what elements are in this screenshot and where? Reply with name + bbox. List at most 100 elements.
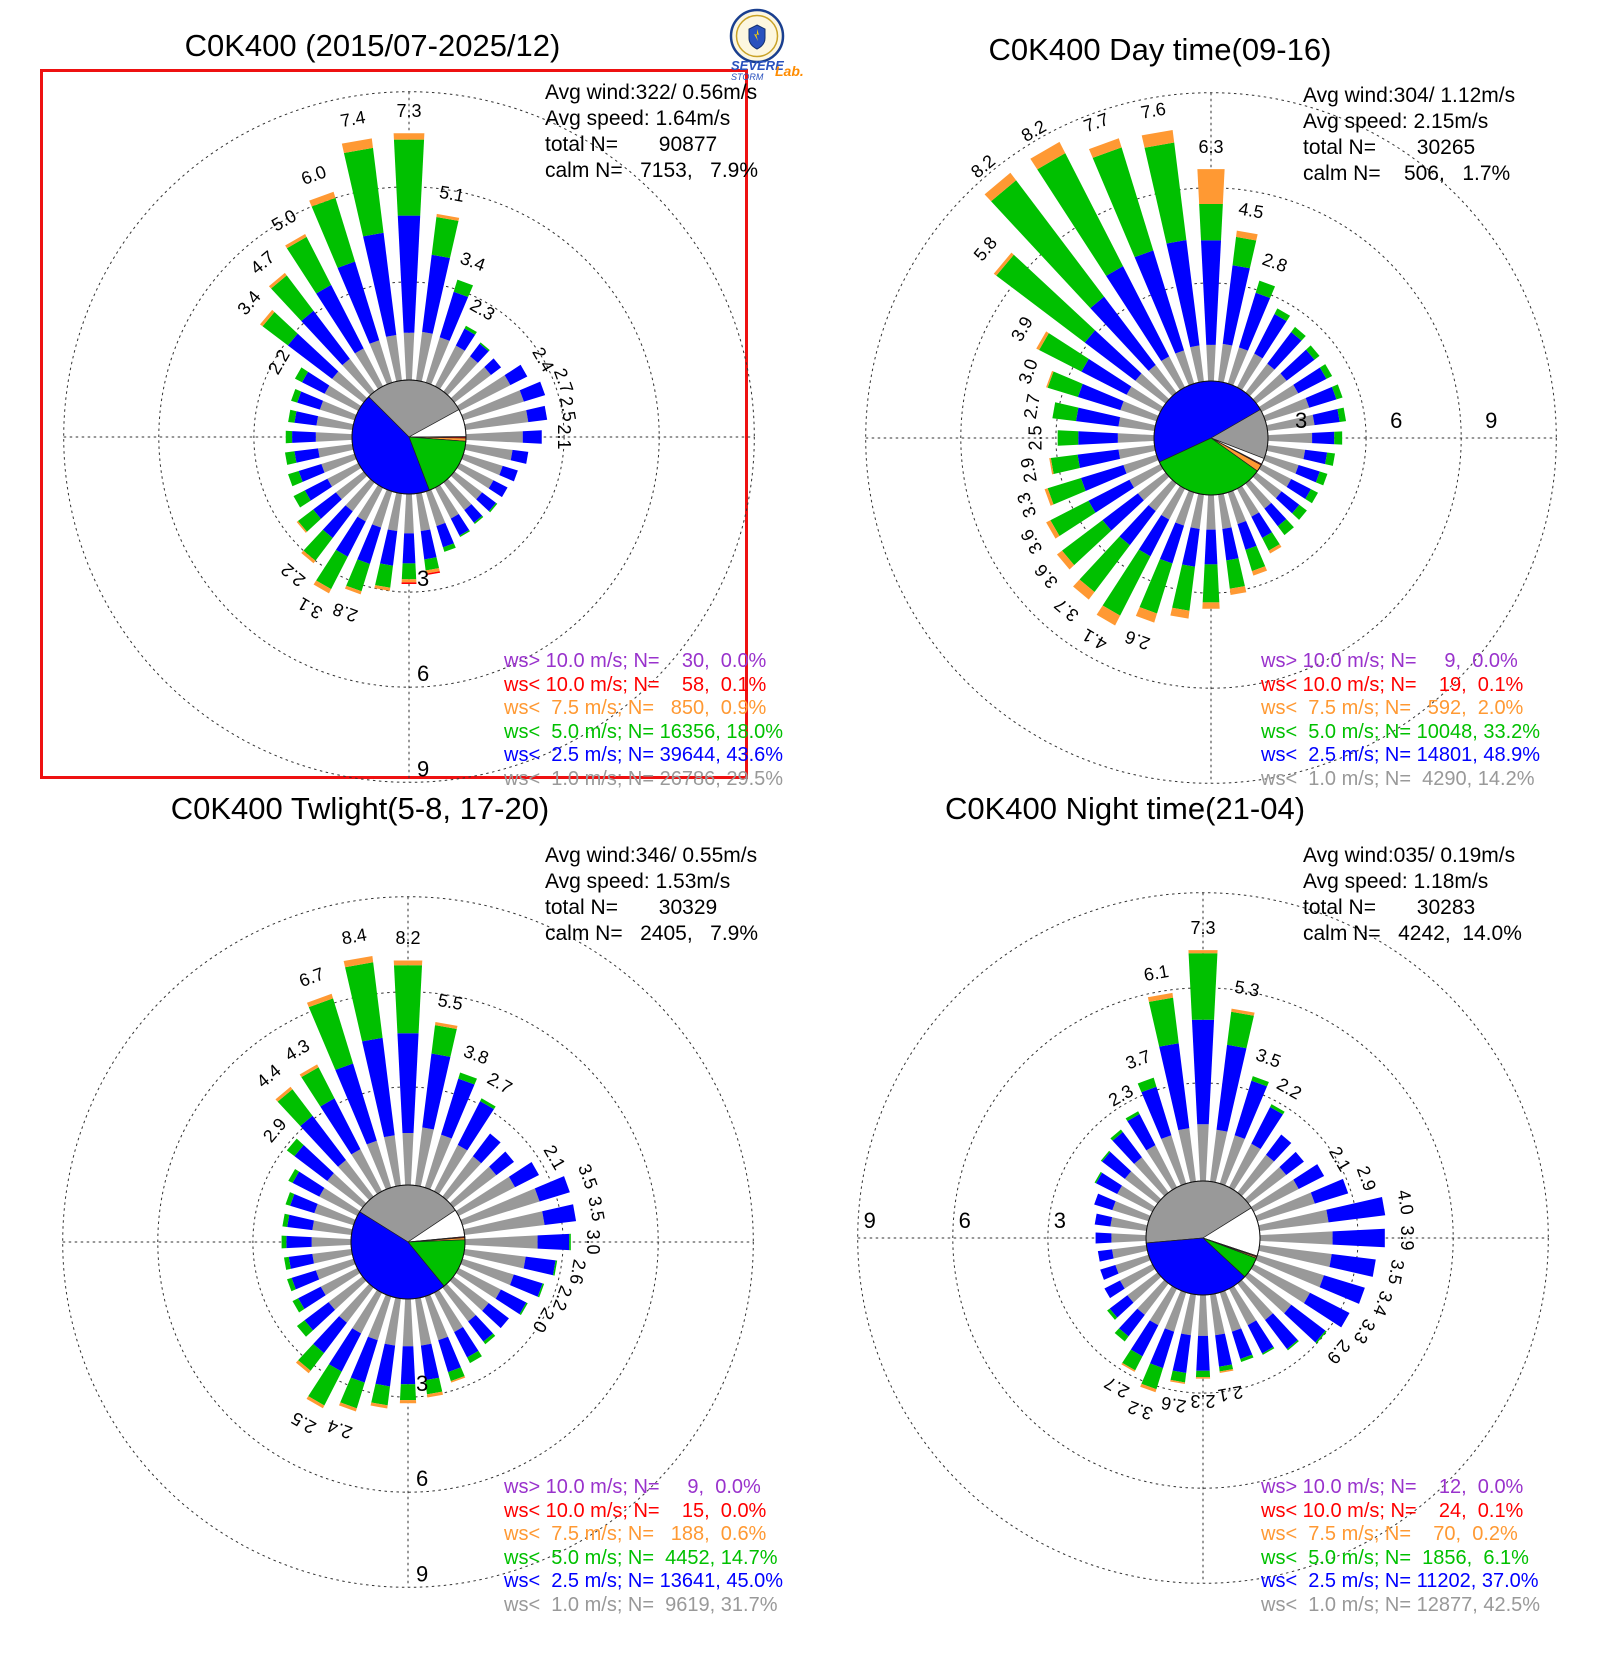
wind-bar-segment-blue (464, 504, 483, 523)
rose-center-pie (1153, 380, 1269, 496)
pie-outline (1145, 1180, 1261, 1296)
bar-value-label: 3.0 (1015, 356, 1042, 386)
wind-bar-segment-gray (1117, 433, 1160, 443)
wind-bar-segment-blue (1215, 1333, 1232, 1367)
wind-bar-segment-orange (1056, 550, 1075, 570)
wind-bar-segment-green (1047, 478, 1086, 505)
wind-bar-segment-green (1050, 500, 1096, 537)
wind-bar-segment-green (431, 217, 459, 259)
wind-bar-segment-orange (1121, 1362, 1136, 1372)
wind-bar-segment-green (1337, 407, 1347, 422)
wind-bar-segment-green (288, 409, 297, 423)
bar-value-label: 2.1 (1216, 1382, 1244, 1406)
wind-bar-segment-gray (1111, 1233, 1152, 1243)
wind-bar-segment-blue (489, 1151, 515, 1176)
wind-bar-segment-gray (312, 1248, 358, 1264)
wind-bar-segment-green (297, 509, 321, 532)
wind-bar-segment-green (991, 180, 1105, 309)
wind-bar-segment-blue (1097, 1249, 1114, 1262)
wind-bar-segment-orange (301, 550, 316, 564)
wind-bar-segment-blue (1138, 514, 1170, 557)
bar-value-label: 3.7 (1123, 1046, 1153, 1073)
logo-inner-ring (735, 14, 779, 58)
wind-bar-segment-green (303, 529, 333, 561)
wind-bar-segment-gray (1161, 1135, 1188, 1191)
legend-line: ws< 7.5 m/s; N= 70, 0.2% (1261, 1523, 1518, 1545)
wind-bar-segment-blue (1182, 527, 1200, 567)
wind-bar-segment-orange (1219, 1369, 1234, 1374)
bar-value-label: 3.4 (1369, 1288, 1396, 1318)
wind-bar-segment-blue (1312, 409, 1340, 426)
wind-bar-segment-blue (1075, 407, 1121, 427)
wind-bar-segment-blue (470, 343, 489, 363)
wind-bar-segment-gray (1198, 1289, 1208, 1336)
wind-bar-segment-gray (402, 1133, 414, 1191)
legend-line: ws< 1.0 m/s; N= 26786, 29.5% (504, 767, 784, 790)
wind-bar-segment-blue (294, 448, 320, 463)
wind-bar-segment-green (316, 549, 348, 590)
wind-bar-segment-blue (1081, 358, 1132, 395)
wind-bar-segment-orange (393, 133, 425, 140)
wind-bar-segment-gray (432, 345, 465, 394)
axis-tick-label: 3 (416, 1371, 428, 1396)
wind-bar-segment-blue (484, 358, 502, 375)
wind-bar-segment-blue (420, 1343, 440, 1381)
wind-bar-segment-gray (1112, 1244, 1153, 1259)
legend-line: ws< 2.5 m/s; N= 11202, 37.0% (1261, 1570, 1539, 1592)
wind-bar-segment-gray (415, 487, 431, 532)
wind-bar-segment-gray (319, 400, 362, 422)
bar-value-label: 3.4 (233, 287, 264, 319)
wind-bar-segment-blue (301, 371, 330, 394)
wind-bar-segment-gray (338, 1160, 377, 1204)
wind-bar-segment-blue (300, 1115, 346, 1167)
logo-lightning-icon (754, 29, 759, 41)
rose-bars (275, 955, 577, 1412)
wind-bar-segment-blue (301, 310, 350, 366)
wind-bar-segment-gray (440, 475, 472, 511)
bar-value-label: 3.4 (458, 248, 488, 275)
wind-bar-segment-blue (1329, 1254, 1376, 1277)
axis-tick-label: 6 (417, 661, 429, 686)
wind-bar-segment-gray (414, 1127, 434, 1192)
wind-bar-segment-green (375, 563, 393, 588)
wind-bar-segment-gray (1226, 347, 1248, 391)
wind-bar-segment-green (483, 1333, 496, 1345)
wind-bar-segment-blue (287, 333, 339, 379)
wind-bar-segment-green (1319, 364, 1333, 379)
wind-bar-segment-blue (335, 1063, 377, 1145)
logo-shield-icon (748, 24, 766, 50)
wind-bar-segment-green (340, 1377, 365, 1409)
wind-bar-segment-green (286, 1138, 304, 1157)
bar-value-label: 3.5 (574, 1161, 601, 1191)
wind-bar-segment-gray (404, 488, 414, 534)
wind-bar-segment-blue (380, 529, 398, 566)
wind-bar-segment-blue (397, 1033, 419, 1134)
wind-rose-twilight: 3698.25.53.82.72.13.53.53.02.62.22.02.42… (62, 896, 754, 1588)
wind-bar-segment-blue (320, 1098, 361, 1155)
wind-bar-segment-gray (439, 1280, 476, 1322)
wind-bar-segment-gray (1250, 1253, 1324, 1288)
wind-bar-segment-blue (450, 513, 470, 536)
bar-value-label: 2.2 (264, 346, 294, 378)
bar-value-label: 2.3 (467, 295, 499, 325)
wind-bar-segment-green (1262, 1346, 1275, 1355)
wind-bar-segment-orange (1030, 141, 1066, 170)
wind-bar-segment-gray (455, 1188, 540, 1227)
wind-bar-segment-blue (1303, 449, 1328, 465)
wind-bar-segment-green (488, 502, 498, 513)
wind-bar-segment-gray (1124, 1171, 1165, 1207)
wind-bar-segment-gray (1190, 345, 1205, 388)
wind-bar-segment-gray (1241, 1166, 1287, 1207)
range-ring (960, 187, 1462, 689)
legend-line: ws> 10.0 m/s; N= 9, 0.0% (504, 1476, 761, 1498)
wind-bar-segment-blue (454, 1326, 479, 1358)
bar-value-label: 4.5 (1237, 198, 1265, 222)
wind-bar-segment-gray (1134, 1157, 1172, 1200)
wind-bar-segment-gray (335, 468, 371, 500)
legend-night-time: ws> 10.0 m/s; N= 12, 0.0% ws< 10.0 m/s; N… (1261, 1476, 1540, 1617)
wind-bar-segment-gray (320, 1265, 365, 1296)
bar-value-label: 8.2 (967, 151, 999, 182)
wind-bar-segment-gray (1209, 1129, 1228, 1188)
axis-tick-label: 6 (1390, 408, 1402, 433)
wind-bar-segment-green (292, 1298, 305, 1313)
